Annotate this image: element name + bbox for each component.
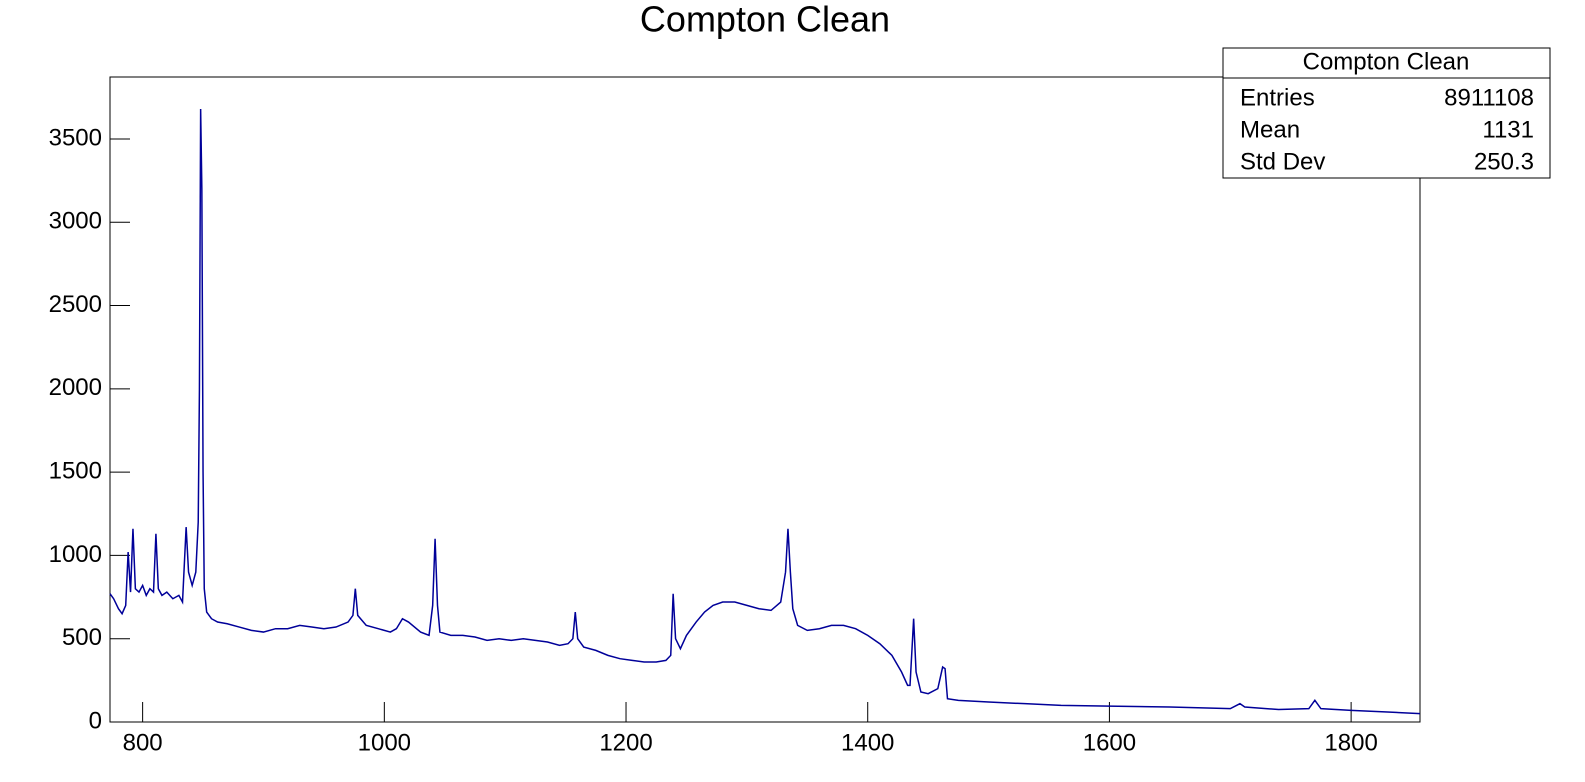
x-tick-label: 1000	[358, 729, 411, 756]
y-tick-label: 1000	[49, 541, 102, 568]
y-tick-label: 1500	[49, 457, 102, 484]
y-tick-label: 3500	[49, 124, 102, 151]
y-tick-label: 0	[89, 707, 102, 734]
stats-label: Entries	[1240, 84, 1315, 111]
stats-box	[1222, 47, 1551, 179]
stats-value: 1131	[1482, 116, 1534, 143]
y-tick-label: 3000	[49, 208, 102, 235]
plot-frame	[109, 76, 1421, 723]
spectrum-line	[109, 108, 1421, 715]
stats-label: Mean	[1240, 116, 1300, 143]
stats-title: Compton Clean	[1303, 48, 1470, 75]
x-tick-label: 1800	[1324, 729, 1377, 756]
x-tick-label: 1600	[1083, 729, 1136, 756]
x-tick-label: 1400	[841, 729, 894, 756]
stats-label: Std Dev	[1240, 148, 1325, 175]
chart-title: Compton Clean	[640, 0, 890, 40]
y-tick-label: 2500	[49, 291, 102, 318]
x-tick-label: 1200	[599, 729, 652, 756]
y-tick-label: 2000	[49, 374, 102, 401]
stats-value: 8911108	[1444, 84, 1534, 111]
x-tick-label: 800	[123, 729, 163, 756]
stats-value: 250.3	[1474, 148, 1534, 175]
y-tick-label: 500	[62, 624, 102, 651]
